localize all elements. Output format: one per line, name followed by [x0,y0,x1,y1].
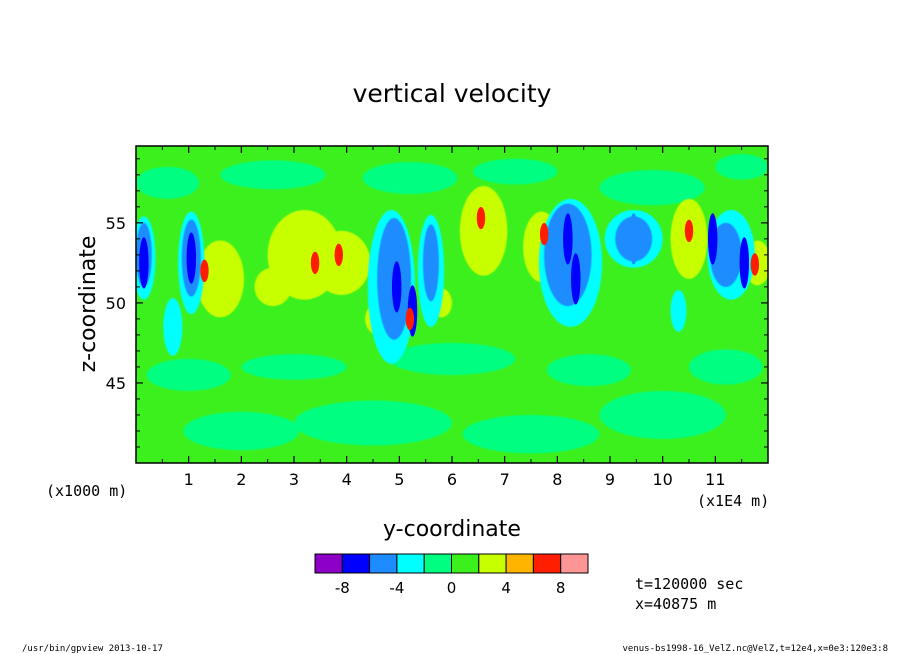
field-region [294,400,452,446]
y-tick-label: 50 [106,294,126,313]
velocity-extremum [476,206,486,230]
y-tick-label: 55 [106,214,126,233]
field-region [710,222,742,287]
field-region [241,354,347,380]
plot-area [136,146,768,463]
y-units-note: (x1000 m) [46,482,127,500]
velocity-field [136,154,768,454]
footer-right: venus-bs1998-16_VelZ.nc@VelZ,t=12e4,x=0e… [622,644,888,654]
colorbar-swatch [369,553,398,574]
x-tick-label: 9 [605,470,615,489]
x-tick-label: 2 [236,470,246,489]
velocity-extremum [539,222,549,246]
field-region [146,358,231,391]
field-region [473,158,558,185]
colorbar-tick-label: -8 [335,579,350,597]
velocity-extremum [334,243,343,267]
field-region [599,390,726,439]
velocity-extremum [571,253,581,305]
field-region [254,267,292,307]
x-units-note: (x1E4 m) [697,492,769,510]
x-tick-label: 10 [652,470,672,489]
x-tick-label: 1 [184,470,194,489]
chart-title: vertical velocity [353,79,552,108]
velocity-extremum [139,237,149,289]
colorbar-swatch [560,553,589,574]
velocity-extremum [310,251,320,275]
colorbar-swatch [396,553,425,574]
x-tick-label: 4 [342,470,352,489]
y-tick-label: 45 [106,374,126,393]
field-region [462,414,600,454]
field-region [362,162,458,195]
x-tick-label: 6 [447,470,457,489]
colorbar-tick-label: 8 [556,579,566,597]
velocity-extremum [628,213,639,265]
field-region [670,290,687,332]
colorbar-tick-label: 0 [447,579,457,597]
x-tick-label: 11 [705,470,725,489]
velocity-extremum [391,261,402,313]
velocity-extremum [563,213,573,265]
footer-left: /usr/bin/gpview 2013-10-17 [22,644,163,654]
colorbar-swatch [505,553,534,574]
y-axis-label: z-coordinate [76,236,101,373]
colorbar-swatch [341,553,371,574]
field-region [599,170,705,206]
field-region [689,349,763,385]
field-region [136,166,200,199]
field-region [423,224,439,302]
colorbar-tick-label: -4 [389,579,404,597]
colorbar-swatch [451,553,480,574]
velocity-extremum [186,232,197,284]
position-annotation: x=40875 m [635,595,716,613]
field-region [220,160,326,190]
velocity-extremum [739,237,750,289]
colorbar-swatch [314,553,343,574]
x-tick-label: 5 [394,470,404,489]
colorbar-swatch [478,553,507,574]
field-region [183,411,300,451]
time-annotation: t=120000 sec [635,575,743,593]
field-region [715,154,768,180]
y-axis: 45 50 55 [106,158,768,448]
velocity-extremum [684,219,694,243]
colorbar-swatch [423,553,453,574]
colorbar: -8 -4 0 4 8 [314,553,589,597]
velocity-extremum [707,213,718,265]
field-region [459,186,508,276]
field-region [388,342,516,375]
velocity-extremum [750,253,760,276]
x-tick-label: 3 [289,470,299,489]
x-tick-label: 8 [552,470,562,489]
field-region [163,298,183,356]
colorbar-swatch [532,553,562,574]
x-axis: 1 2 3 4 5 6 7 8 9 10 11 [161,146,743,489]
colorbar-tick-label: 4 [501,579,511,597]
velocity-extremum [405,307,415,331]
field-region [546,354,632,387]
velocity-extremum [200,259,209,283]
field-region [196,240,244,318]
x-tick-label: 7 [500,470,510,489]
x-axis-label: y-coordinate [383,517,521,542]
